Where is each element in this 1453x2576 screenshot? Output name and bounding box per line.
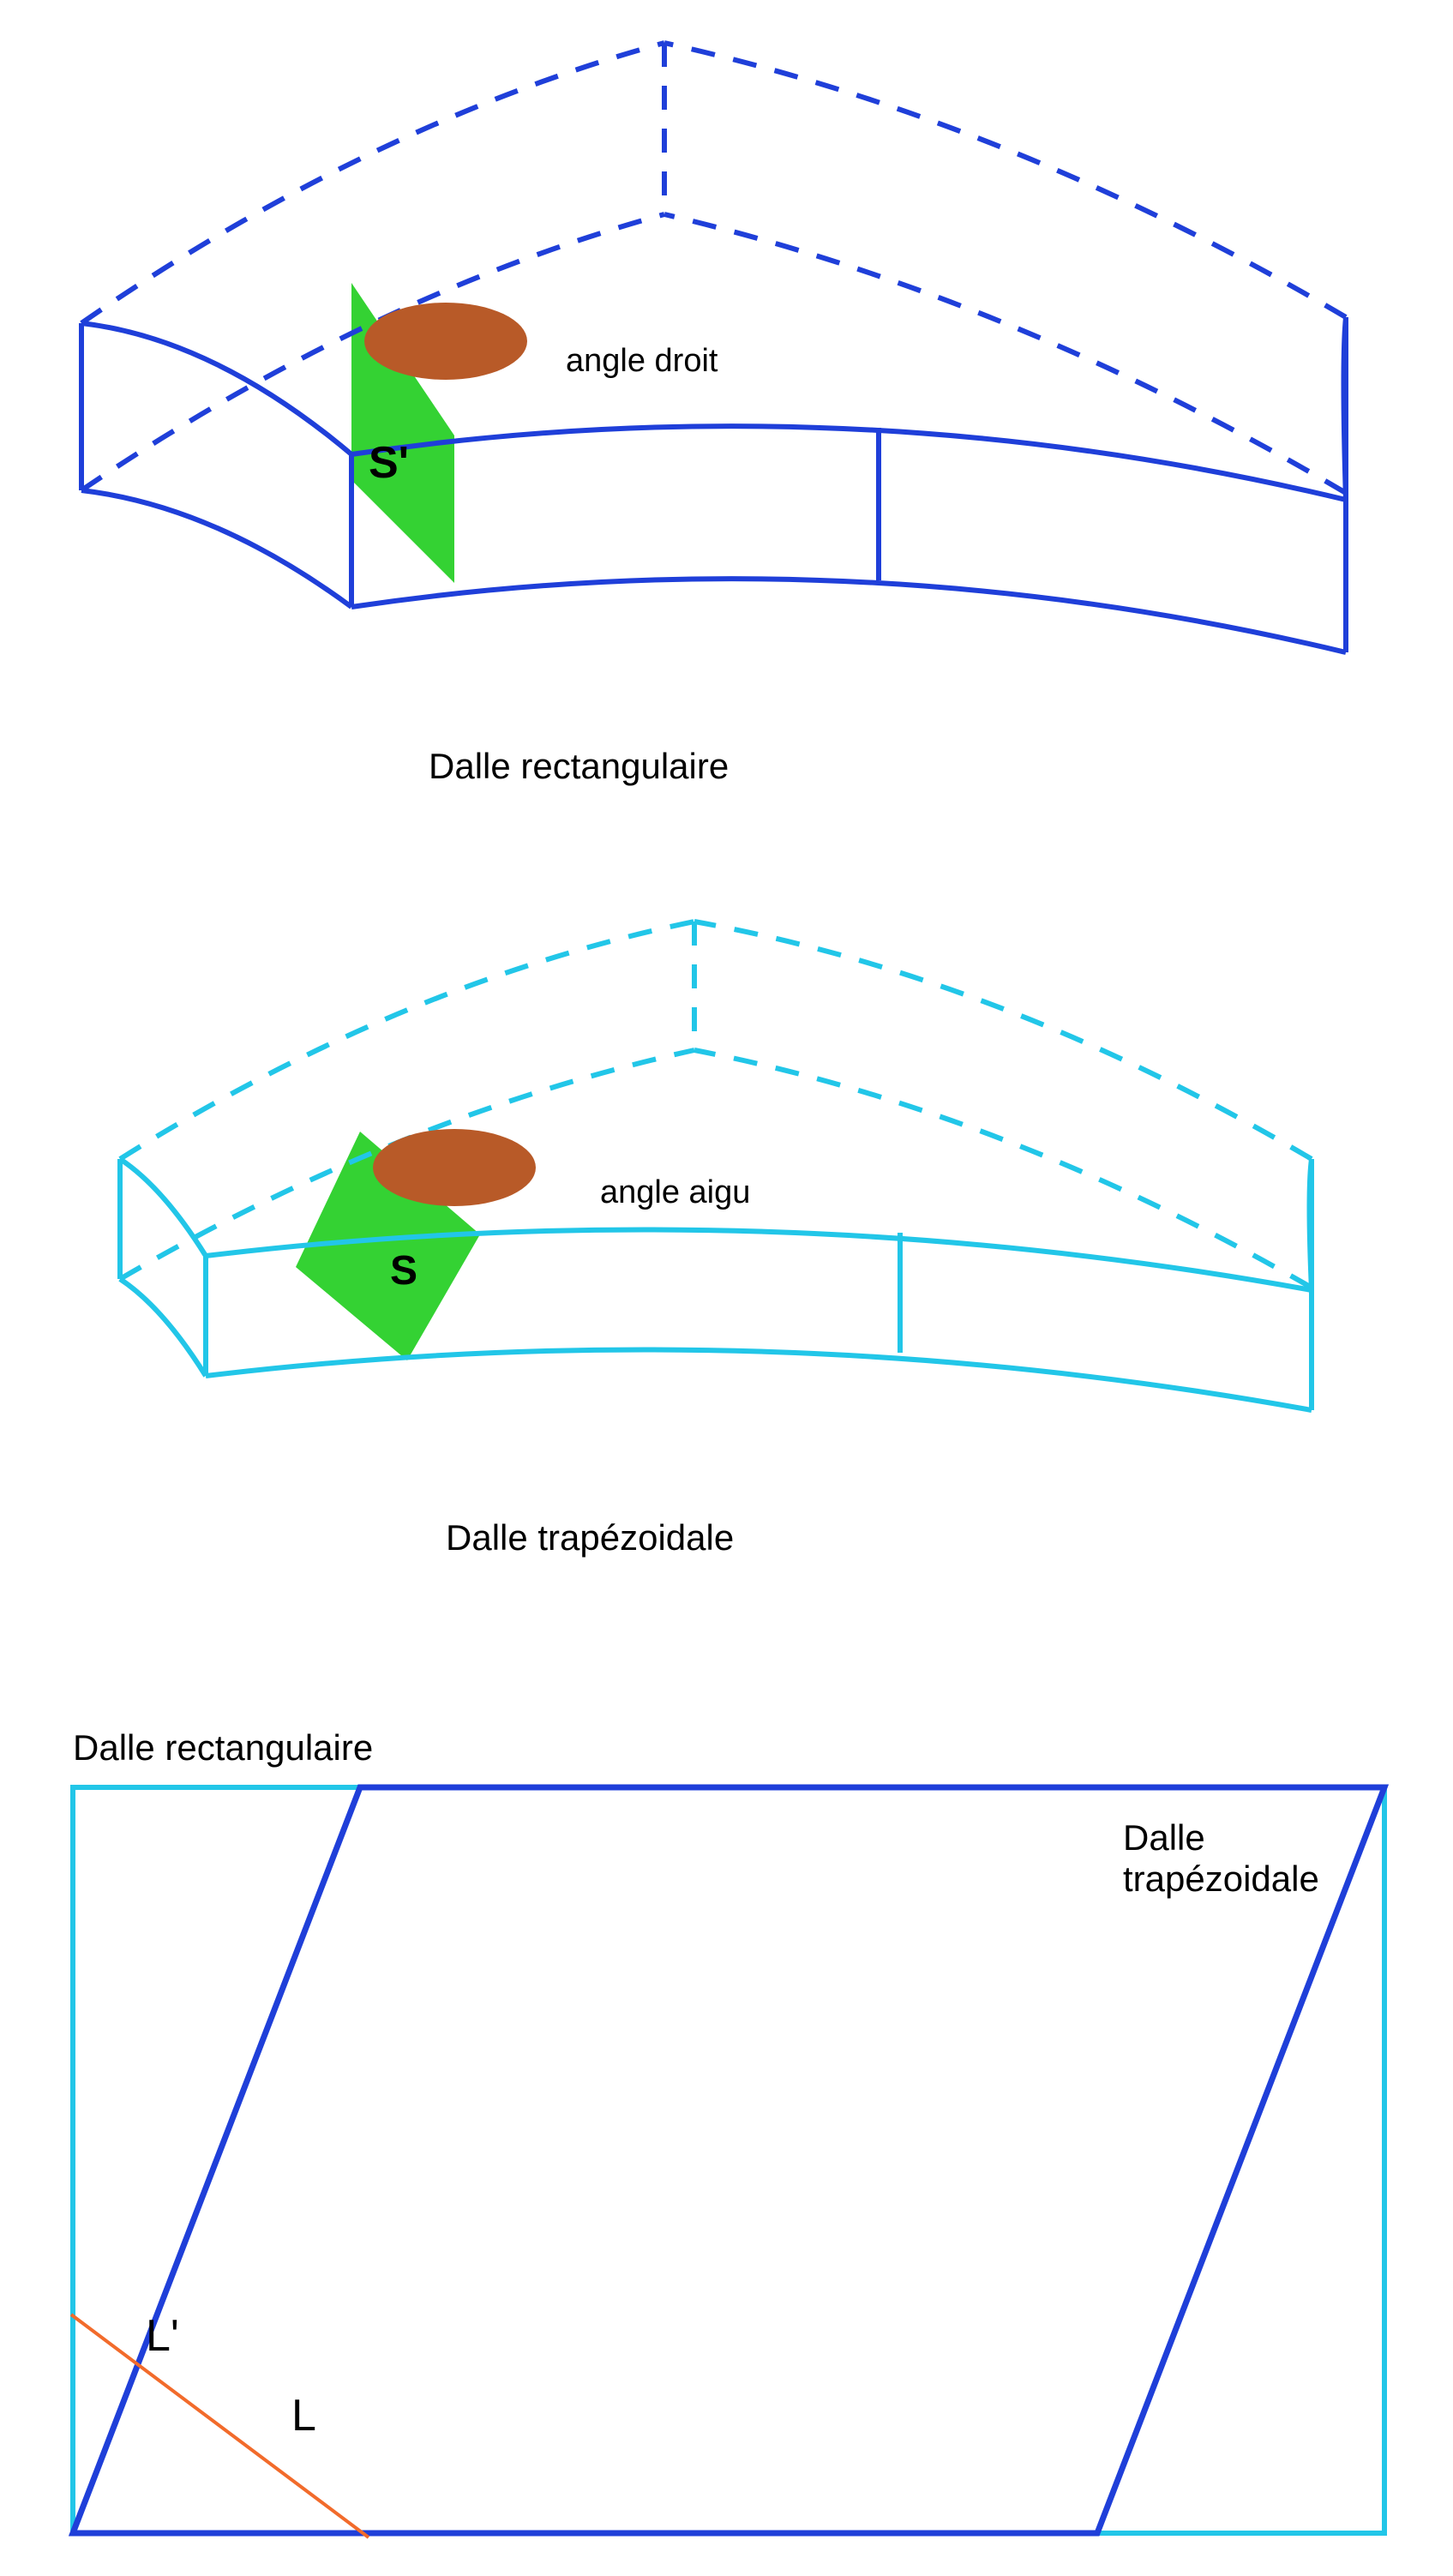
mid-slab-caption: Dalle trapézoidale bbox=[446, 1517, 734, 1558]
top-front-bottom-edge bbox=[351, 579, 1346, 652]
plan-L-prime-label: L' bbox=[146, 2310, 179, 2362]
mid-angle-label: angle aigu bbox=[600, 1174, 750, 1211]
mid-inner-bottom-right bbox=[694, 1050, 1312, 1288]
top-slab-caption: Dalle rectangulaire bbox=[429, 746, 729, 787]
top-angle-marker-ellipse bbox=[364, 303, 527, 380]
plan-left-title: Dalle rectangulaire bbox=[73, 1727, 373, 1768]
plan-view bbox=[71, 1787, 1384, 2537]
mid-front-bottom-edge bbox=[206, 1349, 1312, 1410]
top-section-label: S' bbox=[369, 437, 409, 489]
mid-angle-marker-ellipse bbox=[373, 1129, 536, 1206]
mid-slab-trapezoidal bbox=[120, 922, 1312, 1410]
plan-right-title: Dalle trapézoidale bbox=[1123, 1817, 1363, 1900]
top-left-bottom-edge bbox=[81, 490, 351, 607]
plan-L-label: L bbox=[291, 2390, 316, 2441]
mid-left-bottom-edge bbox=[120, 1279, 206, 1376]
diagram-svg bbox=[0, 0, 1453, 2576]
mid-back-left-edge bbox=[120, 922, 694, 1159]
top-inner-bottom-right bbox=[664, 214, 1346, 493]
diagram-canvas: angle droit S' Dalle rectangulaire angle… bbox=[0, 0, 1453, 2576]
top-angle-label: angle droit bbox=[566, 343, 717, 380]
top-back-left-edge bbox=[81, 43, 664, 323]
mid-left-top-edge bbox=[120, 1159, 206, 1256]
mid-back-right-edge bbox=[694, 922, 1312, 1159]
top-front-top-edge bbox=[351, 426, 1346, 500]
top-back-right-edge bbox=[664, 43, 1346, 317]
mid-section-label: S bbox=[390, 1247, 417, 1294]
top-left-top-edge bbox=[81, 323, 351, 454]
